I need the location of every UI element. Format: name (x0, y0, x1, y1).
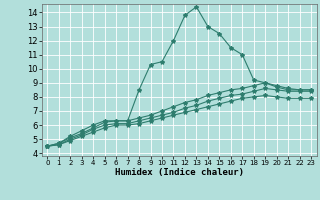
X-axis label: Humidex (Indice chaleur): Humidex (Indice chaleur) (115, 168, 244, 177)
